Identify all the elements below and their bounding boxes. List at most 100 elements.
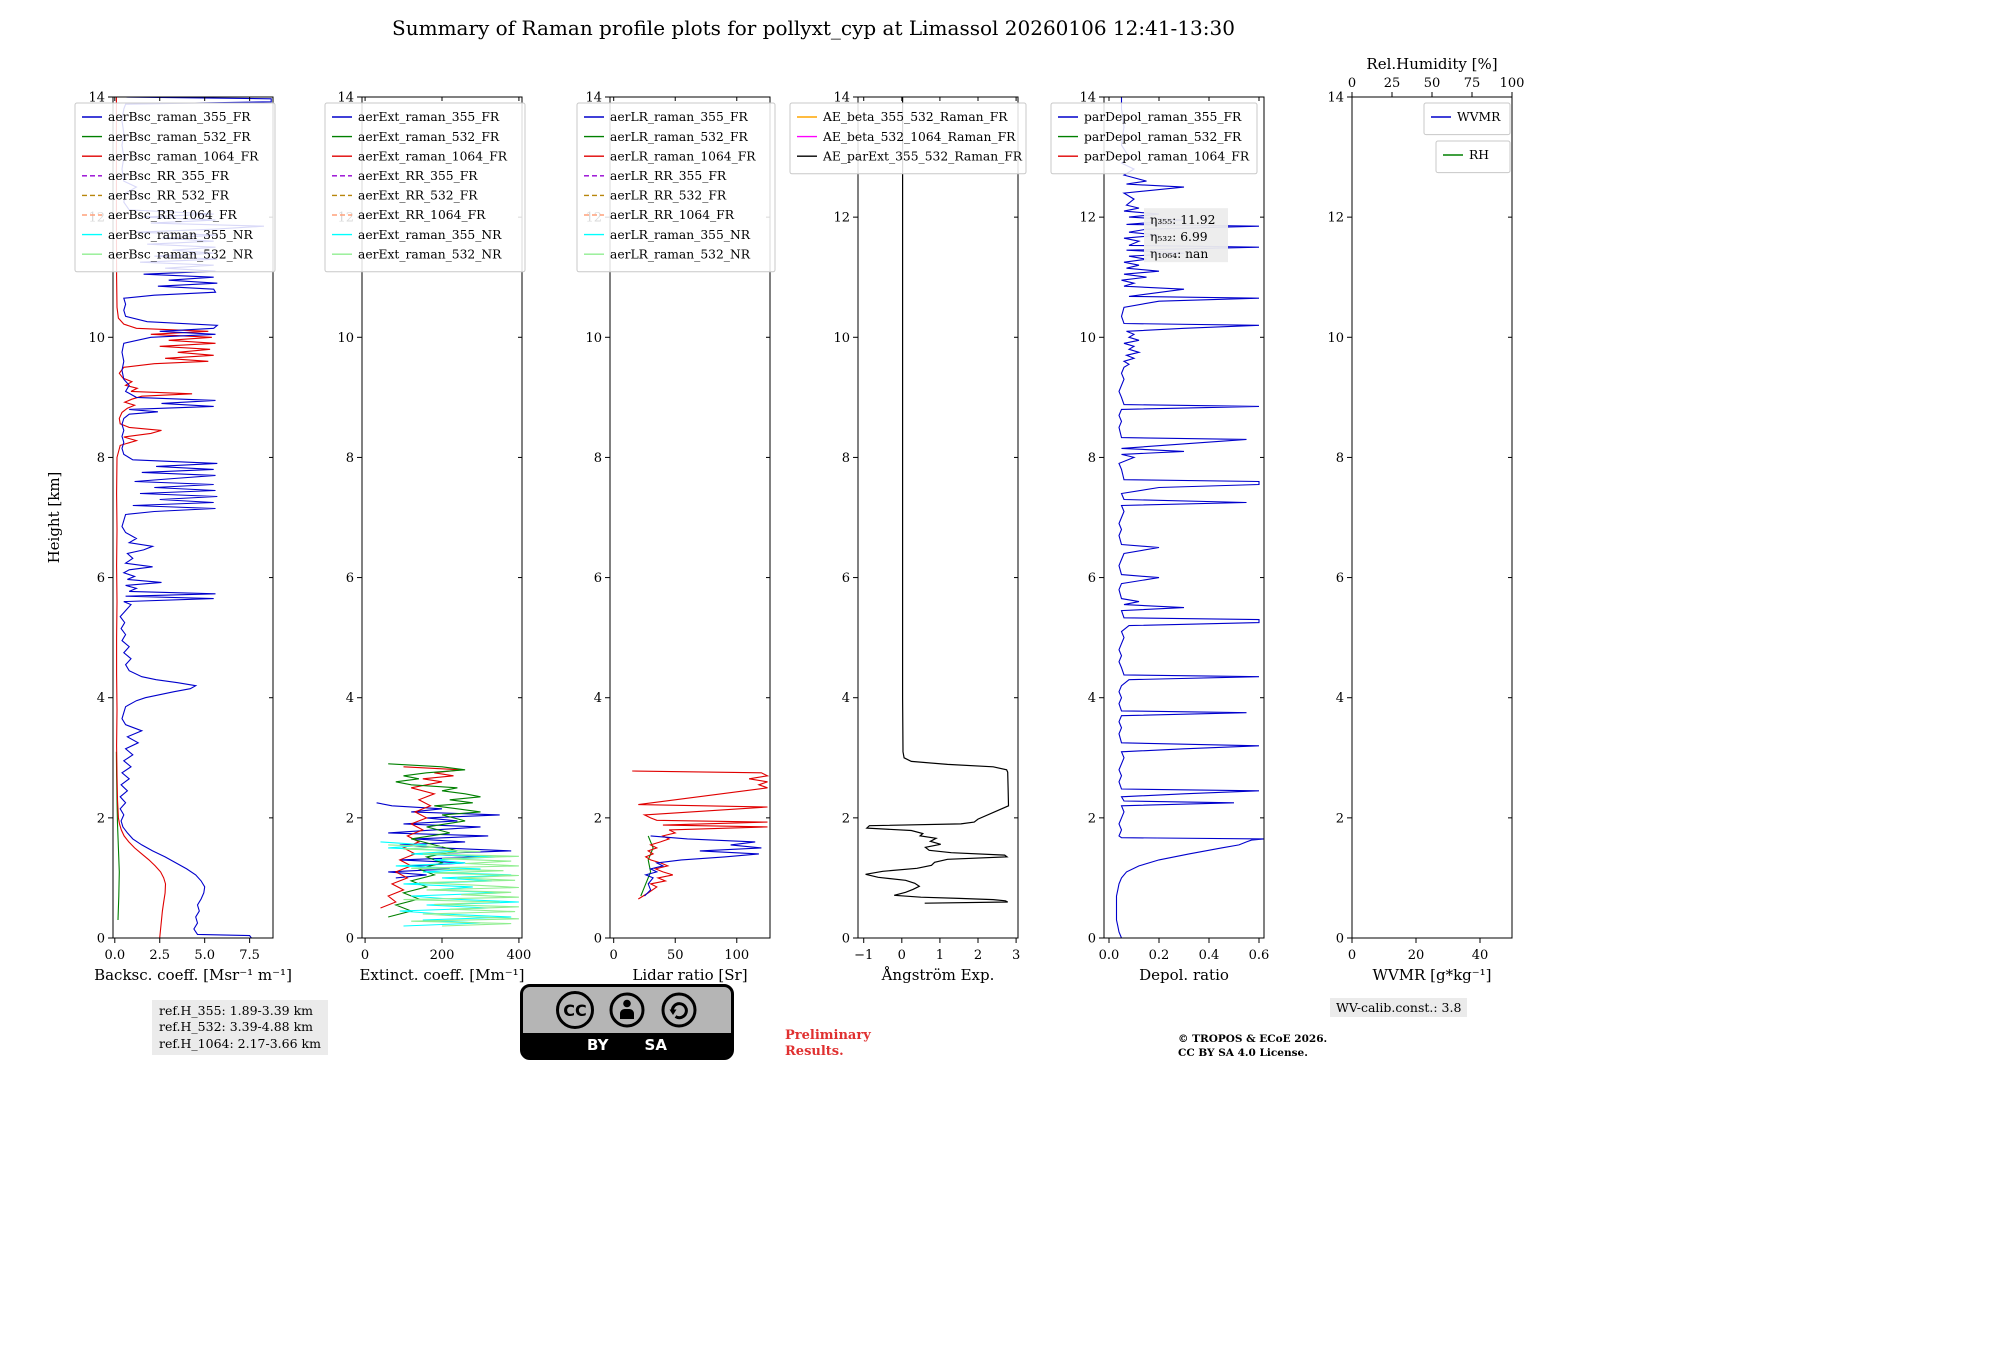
legend-label: aerBsc_raman_532_FR bbox=[108, 130, 251, 144]
svg-text:6: 6 bbox=[1088, 571, 1096, 586]
svg-text:75: 75 bbox=[1464, 76, 1481, 91]
legend-label: WVMR bbox=[1457, 110, 1501, 124]
legend-label: aerLR_raman_355_NR bbox=[610, 228, 751, 242]
cc-license-badge: CC BY SA bbox=[520, 984, 734, 1060]
legend-label: parDepol_raman_355_FR bbox=[1084, 110, 1242, 124]
legend-box bbox=[1435, 140, 1511, 174]
svg-text:14: 14 bbox=[1079, 91, 1096, 106]
preliminary-results-note: Preliminary Results. bbox=[785, 1028, 871, 1059]
series-aerBsc_raman_1064_FR bbox=[115, 97, 216, 938]
panel-extinction: 024681012140200400Extinct. coeff. [Mm⁻¹]… bbox=[324, 91, 531, 984]
x-axis-label: Ångström Exp. bbox=[881, 966, 995, 984]
svg-text:2: 2 bbox=[1088, 811, 1096, 826]
svg-text:20: 20 bbox=[1408, 948, 1425, 963]
legend-label: aerBsc_RR_355_FR bbox=[108, 169, 230, 183]
svg-text:10: 10 bbox=[337, 331, 354, 346]
svg-text:12: 12 bbox=[833, 211, 850, 226]
cc-attribution-person-icon bbox=[609, 992, 645, 1028]
svg-text:0: 0 bbox=[1348, 76, 1356, 91]
legend-label: AE_parExt_355_532_Raman_FR bbox=[822, 149, 1023, 163]
svg-text:14: 14 bbox=[337, 91, 354, 106]
svg-text:12: 12 bbox=[1079, 211, 1096, 226]
legend-label: parDepol_raman_532_FR bbox=[1084, 130, 1242, 144]
svg-text:2: 2 bbox=[594, 811, 602, 826]
x-axis-label: Lidar ratio [Sr] bbox=[632, 966, 747, 984]
legend-label: aerBsc_raman_355_NR bbox=[108, 228, 254, 242]
svg-text:25: 25 bbox=[1384, 76, 1401, 91]
svg-text:0.2: 0.2 bbox=[1149, 948, 1170, 963]
copyright-note: © TROPOS & ECoE 2026. CC BY SA 4.0 Licen… bbox=[1178, 1032, 1327, 1060]
svg-text:4: 4 bbox=[97, 691, 105, 706]
svg-text:14: 14 bbox=[88, 91, 105, 106]
x-axis: 0.0 2.5 5.0 7.5 bbox=[104, 97, 260, 963]
wv-calibration-note: WV-calib.const.: 3.8 bbox=[1330, 998, 1468, 1017]
ref-h-1064-text: ref.H_1064: 2.17-3.66 km bbox=[159, 1035, 321, 1051]
svg-text:0.0: 0.0 bbox=[1099, 948, 1120, 963]
legend-label: parDepol_raman_1064_FR bbox=[1084, 149, 1250, 163]
svg-text:8: 8 bbox=[97, 451, 105, 466]
svg-text:0: 0 bbox=[1088, 932, 1096, 947]
svg-text:0: 0 bbox=[346, 932, 354, 947]
x-axis: 0.0 0.2 0.4 0.6 bbox=[1099, 97, 1269, 963]
legend-label: aerLR_raman_355_FR bbox=[610, 110, 748, 124]
svg-text:0: 0 bbox=[610, 948, 618, 963]
legend-label: aerExt_raman_532_NR bbox=[358, 247, 502, 261]
plot-frame bbox=[609, 96, 771, 939]
svg-text:6: 6 bbox=[1336, 571, 1344, 586]
svg-text:50: 50 bbox=[1424, 76, 1441, 91]
series-aerLR_raman_355_FR bbox=[643, 835, 762, 897]
preliminary-line-1: Preliminary bbox=[785, 1028, 871, 1043]
legend-label: aerBsc_RR_1064_FR bbox=[108, 208, 238, 222]
cc-sa-label: SA bbox=[644, 1036, 667, 1054]
legend-label: aerExt_RR_355_FR bbox=[358, 169, 478, 183]
eta-annotation-line: η₅₃₂: 6.99 bbox=[1150, 230, 1208, 244]
legend-label: aerExt_RR_532_FR bbox=[358, 189, 478, 203]
panel-lidar-ratio: 02468101214050100Lidar ratio [Sr]aerLR_r… bbox=[576, 91, 776, 984]
reference-heights-note: ref.H_355: 1.89-3.39 km ref.H_532: 3.39-… bbox=[152, 1000, 328, 1055]
y-axis: 0 2 4 6 8 10 12 14 bbox=[1327, 91, 1512, 947]
cc-by-label: BY bbox=[587, 1036, 609, 1054]
series-aerExt_raman_1064_FR bbox=[380, 766, 462, 909]
series-aerExt_raman_532_FR bbox=[388, 763, 481, 918]
legend-label: aerBsc_raman_355_FR bbox=[108, 110, 251, 124]
svg-text:4: 4 bbox=[346, 691, 354, 706]
legend-box bbox=[74, 102, 276, 273]
legend-label: aerLR_raman_1064_FR bbox=[610, 149, 756, 163]
figure-title: Summary of Raman profile plots for polly… bbox=[392, 16, 1235, 40]
svg-text:0.0: 0.0 bbox=[104, 948, 125, 963]
legend-box bbox=[1050, 102, 1258, 175]
series-group bbox=[632, 770, 770, 900]
svg-text:4: 4 bbox=[842, 691, 850, 706]
x-axis-label: Backsc. coeff. [Msr⁻¹ m⁻¹] bbox=[94, 966, 292, 984]
y-axis: 0 2 4 6 8 10 12 14 bbox=[1079, 91, 1264, 947]
svg-text:10: 10 bbox=[1327, 331, 1344, 346]
svg-text:8: 8 bbox=[842, 451, 850, 466]
x-axis-label: Depol. ratio bbox=[1139, 966, 1229, 984]
series-AE_parExt_355_532_Raman_FR bbox=[865, 97, 1010, 904]
series-aerExt_raman_355_NR bbox=[380, 841, 519, 927]
x-axis-label: WVMR [g*kg⁻¹] bbox=[1372, 966, 1491, 984]
legend-label: aerExt_raman_1064_FR bbox=[358, 149, 508, 163]
series-aerExt_raman_355_FR bbox=[376, 802, 512, 879]
preliminary-line-2: Results. bbox=[785, 1043, 844, 1059]
svg-text:0.4: 0.4 bbox=[1199, 948, 1220, 963]
plot-frame bbox=[112, 96, 274, 939]
legend-label: aerLR_RR_532_FR bbox=[610, 189, 727, 203]
legend-label: aerBsc_raman_1064_FR bbox=[108, 149, 259, 163]
copyright-line-2: CC BY SA 4.0 License. bbox=[1178, 1047, 1308, 1060]
svg-text:2: 2 bbox=[1336, 811, 1344, 826]
svg-text:100: 100 bbox=[724, 948, 749, 963]
svg-text:2: 2 bbox=[97, 811, 105, 826]
legend-label: aerExt_raman_355_NR bbox=[358, 228, 502, 242]
y-axis: 0 2 4 6 8 10 12 14 bbox=[833, 91, 1018, 947]
svg-text:14: 14 bbox=[833, 91, 850, 106]
svg-text:6: 6 bbox=[594, 571, 602, 586]
svg-text:10: 10 bbox=[88, 331, 105, 346]
eta-annotation-box bbox=[1144, 208, 1228, 263]
svg-text:1: 1 bbox=[936, 948, 944, 963]
eta-annotation-line: η₁₀₆₄: nan bbox=[1150, 247, 1208, 261]
